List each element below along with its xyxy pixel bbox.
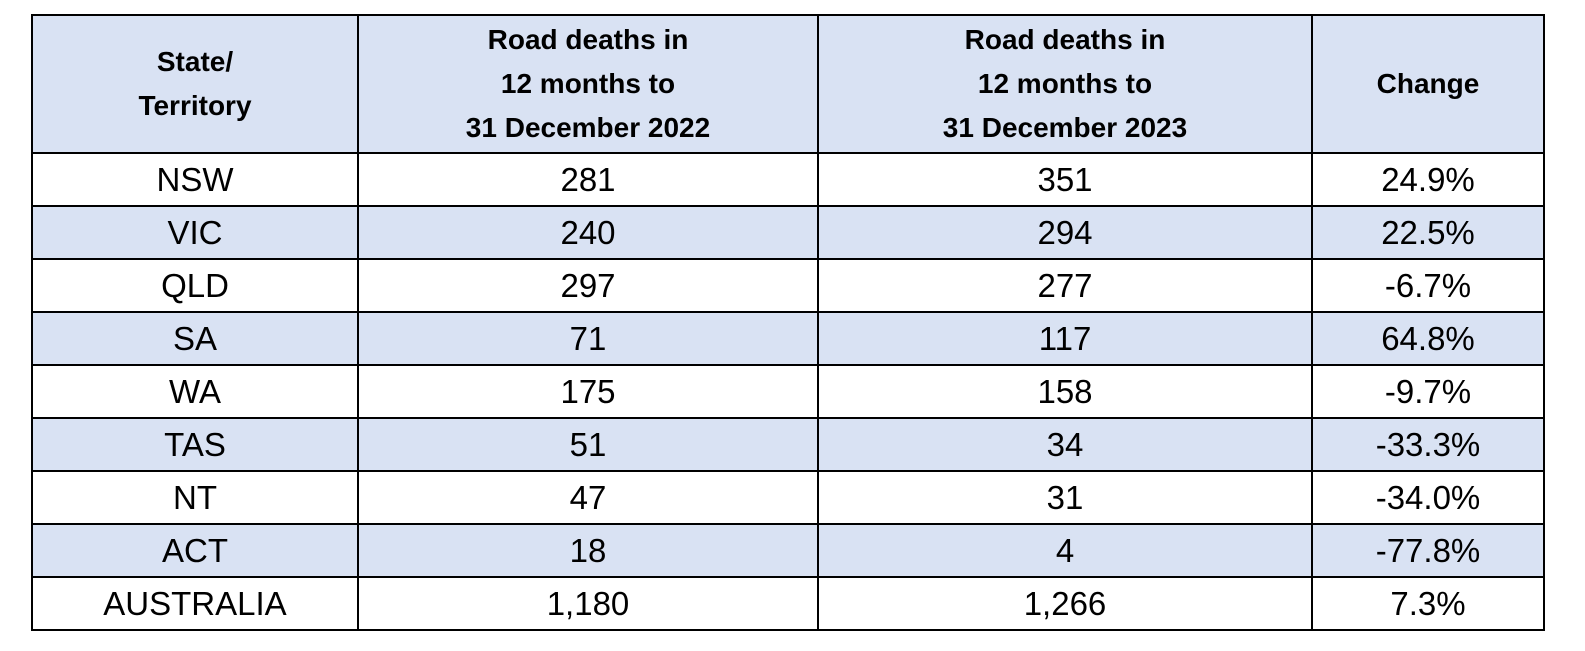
- cell-deaths-2022: 240: [357, 205, 819, 260]
- cell-deaths-2022: 281: [357, 152, 819, 207]
- cell-change: 24.9%: [1311, 152, 1545, 207]
- table-row: TAS 51 34 -33.3%: [31, 417, 1545, 472]
- road-deaths-table: State/ Territory Road deaths in 12 month…: [31, 14, 1545, 631]
- table-row: NT 47 31 -34.0%: [31, 470, 1545, 525]
- cell-state: AUSTRALIA: [31, 576, 359, 631]
- cell-change: -6.7%: [1311, 258, 1545, 313]
- table-row: ACT 18 4 -77.8%: [31, 523, 1545, 578]
- table-row: SA 71 117 64.8%: [31, 311, 1545, 366]
- cell-change: 22.5%: [1311, 205, 1545, 260]
- cell-state: WA: [31, 364, 359, 419]
- cell-change: -34.0%: [1311, 470, 1545, 525]
- cell-state: NT: [31, 470, 359, 525]
- cell-deaths-2023: 351: [817, 152, 1313, 207]
- cell-state: ACT: [31, 523, 359, 578]
- cell-change: -33.3%: [1311, 417, 1545, 472]
- header-2023-line-3: 31 December 2023: [942, 112, 1188, 143]
- header-2023-line-1: Road deaths in: [964, 24, 1166, 55]
- cell-change: 7.3%: [1311, 576, 1545, 631]
- cell-deaths-2023: 158: [817, 364, 1313, 419]
- header-2022-line-1: Road deaths in: [487, 24, 689, 55]
- cell-change: 64.8%: [1311, 311, 1545, 366]
- header-2022-line-3: 31 December 2022: [465, 112, 711, 143]
- table-row: NSW 281 351 24.9%: [31, 152, 1545, 207]
- cell-state: TAS: [31, 417, 359, 472]
- cell-deaths-2023: 294: [817, 205, 1313, 260]
- cell-deaths-2022: 71: [357, 311, 819, 366]
- header-change-line-1: Change: [1376, 68, 1480, 99]
- cell-change: -77.8%: [1311, 523, 1545, 578]
- cell-deaths-2023: 34: [817, 417, 1313, 472]
- cell-deaths-2022: 1,180: [357, 576, 819, 631]
- cell-deaths-2022: 51: [357, 417, 819, 472]
- table-row: WA 175 158 -9.7%: [31, 364, 1545, 419]
- header-change: Change: [1311, 14, 1545, 154]
- header-state-line-2: Territory: [138, 90, 252, 121]
- cell-deaths-2022: 18: [357, 523, 819, 578]
- table-row: VIC 240 294 22.5%: [31, 205, 1545, 260]
- cell-deaths-2023: 31: [817, 470, 1313, 525]
- table-row-total: AUSTRALIA 1,180 1,266 7.3%: [31, 576, 1545, 631]
- cell-deaths-2023: 277: [817, 258, 1313, 313]
- cell-deaths-2022: 47: [357, 470, 819, 525]
- cell-deaths-2023: 4: [817, 523, 1313, 578]
- header-deaths-2023: Road deaths in 12 months to 31 December …: [817, 14, 1313, 154]
- header-deaths-2022: Road deaths in 12 months to 31 December …: [357, 14, 819, 154]
- header-state-line-1: State/: [156, 46, 234, 77]
- cell-state: VIC: [31, 205, 359, 260]
- cell-deaths-2023: 1,266: [817, 576, 1313, 631]
- header-state-territory: State/ Territory: [31, 14, 359, 154]
- cell-deaths-2023: 117: [817, 311, 1313, 366]
- cell-deaths-2022: 297: [357, 258, 819, 313]
- cell-deaths-2022: 175: [357, 364, 819, 419]
- header-row: State/ Territory Road deaths in 12 month…: [31, 14, 1545, 154]
- cell-state: NSW: [31, 152, 359, 207]
- cell-change: -9.7%: [1311, 364, 1545, 419]
- header-2023-line-2: 12 months to: [977, 68, 1153, 99]
- header-2022-line-2: 12 months to: [500, 68, 676, 99]
- cell-state: SA: [31, 311, 359, 366]
- table-row: QLD 297 277 -6.7%: [31, 258, 1545, 313]
- cell-state: QLD: [31, 258, 359, 313]
